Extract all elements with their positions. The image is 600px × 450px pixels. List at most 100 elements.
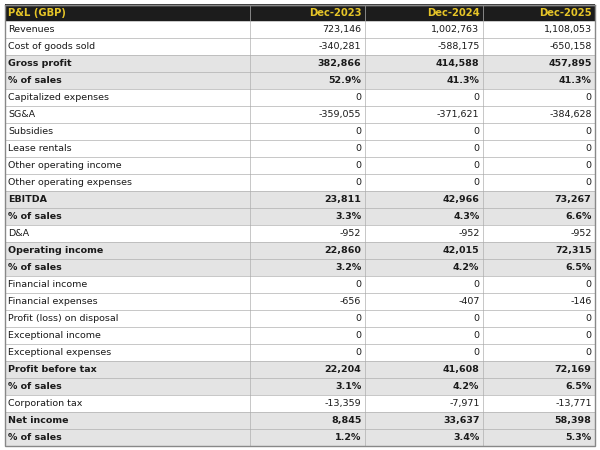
Text: % of sales: % of sales [8,263,62,272]
Text: -952: -952 [570,229,592,238]
Text: 0: 0 [355,348,361,357]
Text: Cost of goods sold: Cost of goods sold [8,42,95,51]
Bar [5,412,595,428]
Text: 0: 0 [586,178,592,187]
Text: 72,315: 72,315 [555,246,592,255]
Text: 1,002,763: 1,002,763 [431,26,479,35]
Text: SG&A: SG&A [8,110,35,119]
Text: 382,866: 382,866 [318,59,361,68]
Text: -407: -407 [458,297,479,306]
Text: 0: 0 [473,144,479,153]
Text: Exceptional expenses: Exceptional expenses [8,348,112,357]
Bar [5,4,595,22]
Text: -384,628: -384,628 [549,110,592,119]
Bar [5,242,595,259]
Bar [5,428,595,446]
Text: 6.5%: 6.5% [565,382,592,391]
Text: 52.9%: 52.9% [328,76,361,86]
Text: 0: 0 [355,127,361,136]
Bar [5,293,595,310]
Text: EBITDA: EBITDA [8,195,47,204]
Text: Capitalized expenses: Capitalized expenses [8,93,109,102]
Text: 22,204: 22,204 [325,364,361,373]
Text: 0: 0 [355,161,361,170]
Text: Other operating expenses: Other operating expenses [8,178,133,187]
Text: -371,621: -371,621 [437,110,479,119]
Text: -13,771: -13,771 [555,399,592,408]
Text: Profit (loss) on disposal: Profit (loss) on disposal [8,314,119,323]
Text: 0: 0 [473,127,479,136]
Text: P&L (GBP): P&L (GBP) [8,8,66,18]
Text: 0: 0 [473,314,479,323]
Text: % of sales: % of sales [8,432,62,441]
Text: 3.1%: 3.1% [335,382,361,391]
Text: 4.2%: 4.2% [453,382,479,391]
Text: 8,845: 8,845 [331,415,361,424]
Text: 0: 0 [586,144,592,153]
Text: 414,588: 414,588 [436,59,479,68]
Text: 0: 0 [473,331,479,340]
Text: 1.2%: 1.2% [335,432,361,441]
Bar [5,191,595,208]
Bar [5,106,595,123]
Text: 0: 0 [586,161,592,170]
Text: -13,359: -13,359 [325,399,361,408]
Text: 72,169: 72,169 [555,364,592,373]
Text: 5.3%: 5.3% [565,432,592,441]
Text: 0: 0 [586,280,592,289]
Text: 4.2%: 4.2% [453,263,479,272]
Text: 0: 0 [355,144,361,153]
Bar [5,157,595,174]
Bar [5,140,595,157]
Bar [5,38,595,55]
Bar [5,259,595,276]
Bar [5,276,595,293]
Text: 0: 0 [355,331,361,340]
Text: 0: 0 [473,280,479,289]
Text: -146: -146 [570,297,592,306]
Text: -656: -656 [340,297,361,306]
Text: -952: -952 [340,229,361,238]
Text: 0: 0 [473,161,479,170]
Text: Dec-2025: Dec-2025 [539,8,592,18]
Text: -359,055: -359,055 [319,110,361,119]
Text: 457,895: 457,895 [548,59,592,68]
Text: -340,281: -340,281 [319,42,361,51]
Text: 0: 0 [586,127,592,136]
Text: 3.4%: 3.4% [453,432,479,441]
Text: Operating income: Operating income [8,246,104,255]
Bar [5,55,595,72]
Text: Profit before tax: Profit before tax [8,364,97,373]
Text: 0: 0 [473,348,479,357]
Text: -588,175: -588,175 [437,42,479,51]
Bar [5,123,595,140]
Text: Corporation tax: Corporation tax [8,399,83,408]
Text: 0: 0 [355,178,361,187]
Bar [5,344,595,361]
Text: 0: 0 [473,178,479,187]
Bar [5,225,595,242]
Text: 0: 0 [586,331,592,340]
Text: Dec-2023: Dec-2023 [309,8,361,18]
Text: 6.5%: 6.5% [565,263,592,272]
Text: 0: 0 [355,93,361,102]
Bar [5,22,595,38]
Text: 3.2%: 3.2% [335,263,361,272]
Text: -7,971: -7,971 [449,399,479,408]
Text: Lease rentals: Lease rentals [8,144,72,153]
Text: 3.3%: 3.3% [335,212,361,221]
Text: Other operating income: Other operating income [8,161,122,170]
Text: 73,267: 73,267 [555,195,592,204]
Bar [5,327,595,344]
Text: Net income: Net income [8,415,69,424]
Text: D&A: D&A [8,229,29,238]
Text: 0: 0 [586,348,592,357]
Text: 723,146: 723,146 [322,26,361,35]
Bar [5,395,595,412]
Text: 33,637: 33,637 [443,415,479,424]
Text: % of sales: % of sales [8,382,62,391]
Text: 4.3%: 4.3% [453,212,479,221]
Text: % of sales: % of sales [8,212,62,221]
Text: Subsidies: Subsidies [8,127,53,136]
Text: 1,108,053: 1,108,053 [544,26,592,35]
